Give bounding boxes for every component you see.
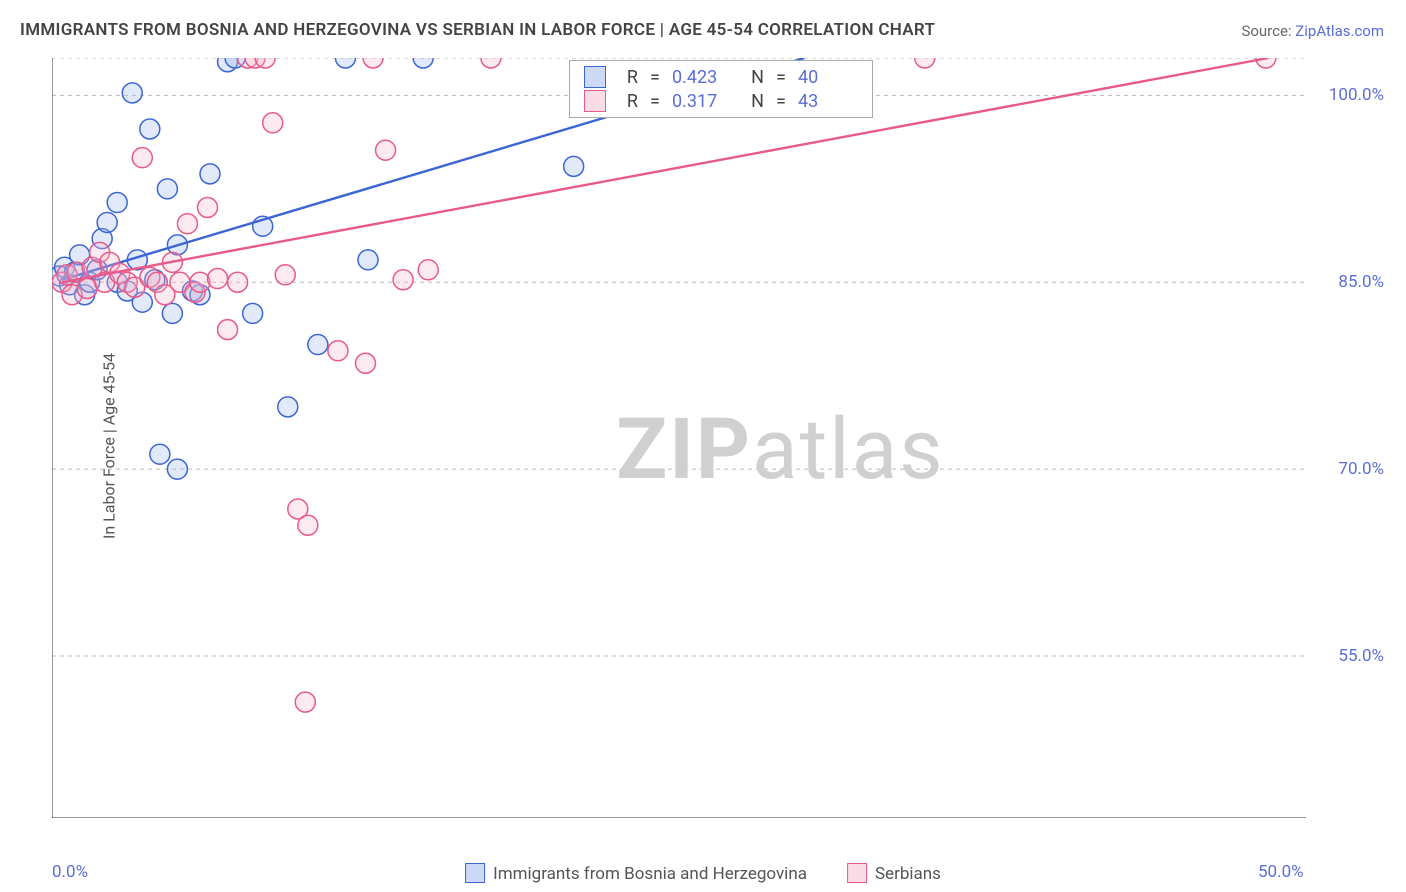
x-tick-label: 0.0% [52, 862, 88, 882]
data-point [413, 58, 433, 68]
y-tick-label: 100.0% [1329, 85, 1384, 105]
data-point [298, 515, 318, 535]
data-point [157, 179, 177, 199]
data-point [150, 444, 170, 464]
corr-swatch [584, 90, 606, 112]
data-point [208, 269, 228, 289]
data-point [218, 320, 238, 340]
legend-swatch [847, 863, 867, 883]
data-point [263, 113, 283, 133]
chart-title: IMMIGRANTS FROM BOSNIA AND HERZEGOVINA V… [20, 20, 935, 40]
data-point [418, 260, 438, 280]
series-legend: Immigrants from Bosnia and Herzegovina Se… [465, 863, 941, 884]
data-point [162, 303, 182, 323]
data-point [278, 397, 298, 417]
data-point [190, 272, 210, 292]
corr-swatch [584, 66, 606, 88]
y-tick-label: 85.0% [1338, 272, 1384, 292]
data-point [132, 148, 152, 168]
data-point [243, 303, 263, 323]
data-point [363, 58, 383, 68]
scatter-plot [52, 58, 1306, 818]
data-point [107, 193, 127, 213]
data-point [228, 272, 248, 292]
data-point [356, 353, 376, 373]
legend-label: Serbians [875, 864, 941, 884]
corr-row: R=0.317N=43 [570, 89, 872, 113]
data-point [328, 341, 348, 361]
legend-item: Serbians [847, 863, 941, 884]
data-point [200, 164, 220, 184]
legend-label: Immigrants from Bosnia and Herzegovina [493, 864, 807, 884]
data-point [376, 140, 396, 160]
data-point [393, 270, 413, 290]
data-point [122, 83, 142, 103]
data-point [335, 58, 355, 68]
data-point [167, 459, 187, 479]
corr-row: R=0.423N=40 [570, 65, 872, 89]
data-point [358, 250, 378, 270]
y-tick-label: 70.0% [1338, 459, 1384, 479]
source-link[interactable]: ZipAtlas.com [1295, 22, 1384, 40]
y-tick-label: 55.0% [1338, 646, 1384, 666]
data-point [915, 58, 935, 68]
data-point [481, 58, 501, 68]
data-point [177, 214, 197, 234]
data-point [308, 335, 328, 355]
legend-item: Immigrants from Bosnia and Herzegovina [465, 863, 807, 884]
legend-swatch [465, 863, 485, 883]
data-point [140, 119, 160, 139]
source-prefix: Source: [1241, 22, 1295, 40]
data-point [97, 212, 117, 232]
source-attribution: Source: ZipAtlas.com [1241, 22, 1384, 40]
correlation-legend-box: R=0.423N=40R=0.317N=43 [569, 60, 873, 118]
data-point [275, 265, 295, 285]
data-point [564, 156, 584, 176]
data-point [295, 692, 315, 712]
x-tick-label: 50.0% [1258, 862, 1304, 882]
data-point [197, 198, 217, 218]
